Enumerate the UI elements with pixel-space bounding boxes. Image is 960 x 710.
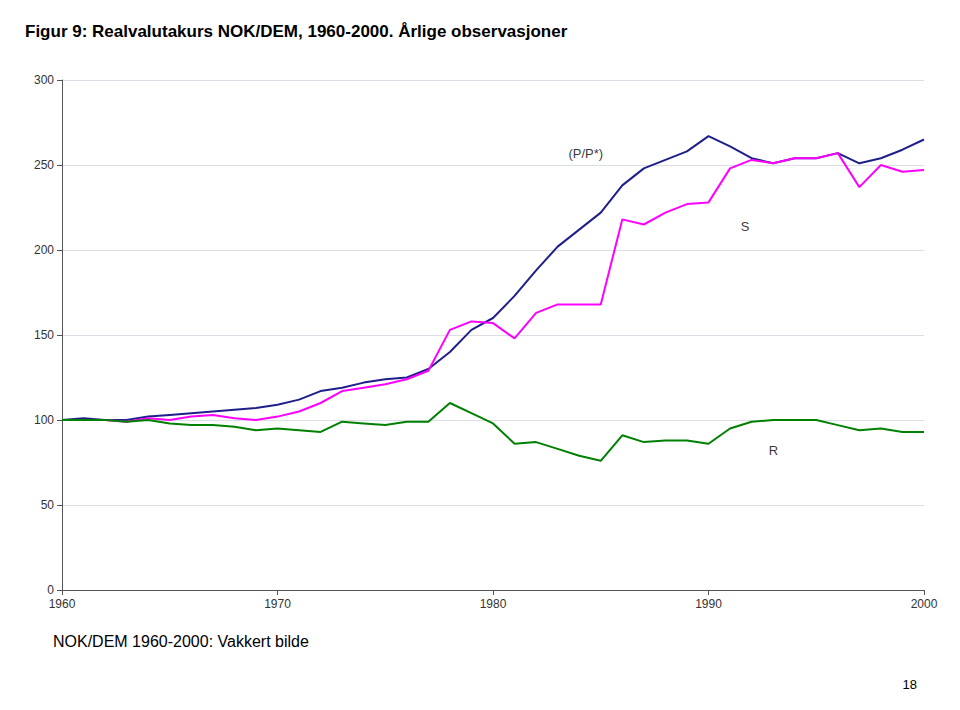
svg-text:50: 50: [41, 498, 55, 512]
svg-text:150: 150: [34, 328, 54, 342]
svg-text:(P/P*): (P/P*): [568, 146, 603, 161]
svg-text:250: 250: [34, 158, 54, 172]
svg-text:300: 300: [34, 73, 54, 87]
svg-text:1990: 1990: [695, 597, 722, 611]
svg-text:200: 200: [34, 243, 54, 257]
svg-text:0: 0: [47, 583, 54, 597]
svg-text:18: 18: [903, 677, 917, 692]
svg-text:2000: 2000: [911, 597, 938, 611]
svg-text:1960: 1960: [49, 597, 76, 611]
svg-text:Figur 9: Realvalutakurs NOK/DE: Figur 9: Realvalutakurs NOK/DEM, 1960-20…: [25, 22, 568, 41]
svg-text:100: 100: [34, 413, 54, 427]
svg-text:R: R: [769, 443, 778, 458]
svg-text:1980: 1980: [480, 597, 507, 611]
svg-text:1970: 1970: [264, 597, 291, 611]
svg-text:S: S: [741, 219, 750, 234]
svg-text:NOK/DEM 1960-2000: Vakkert bil: NOK/DEM 1960-2000: Vakkert bilde: [53, 633, 309, 650]
